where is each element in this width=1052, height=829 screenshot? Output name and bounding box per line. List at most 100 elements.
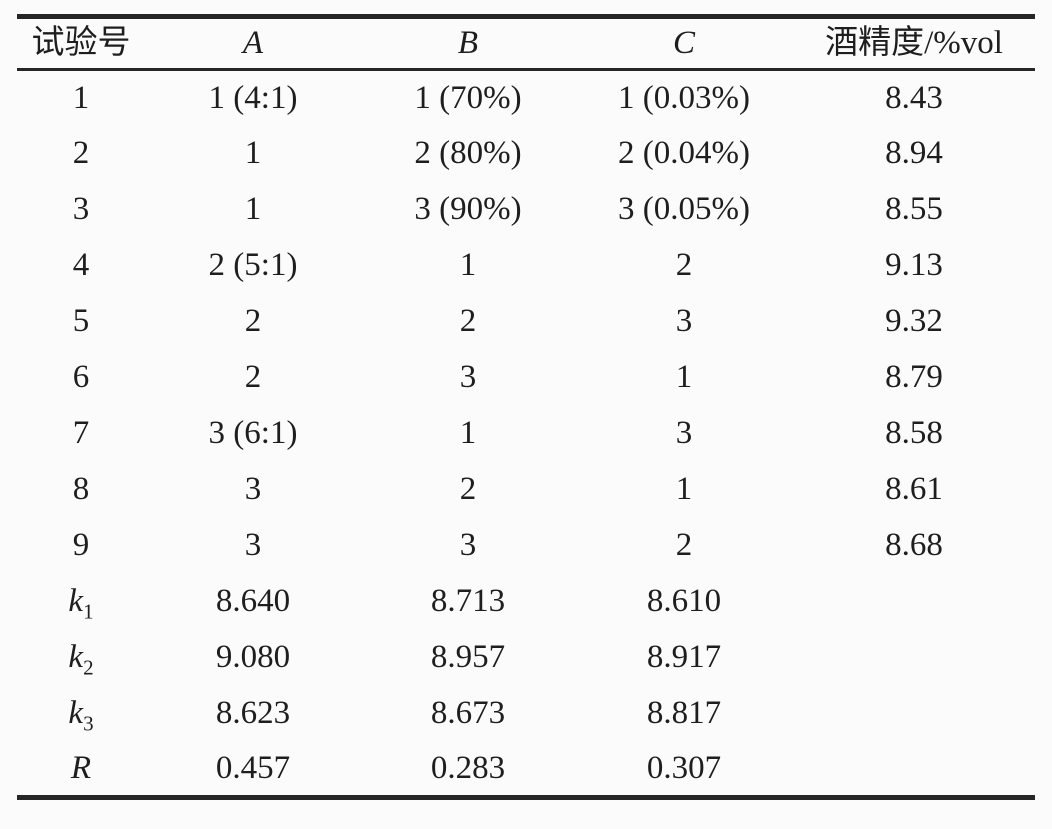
run-label-text: 1 [72, 79, 90, 116]
factor-b-value: 8.957 [430, 639, 506, 675]
cell-factor-c: 3 [575, 294, 793, 350]
table-row: 8 3 2 1 8.61 [17, 462, 1035, 518]
factor-b-value: 2 [459, 471, 477, 507]
table-row: k2 9.080 8.957 8.917 [17, 630, 1035, 686]
cell-factor-c: 2 (0.04%) [575, 126, 793, 182]
factor-c-value: 8.917 [646, 639, 722, 675]
run-label-text: 3 [72, 191, 90, 227]
factor-a-value: 1 [244, 191, 262, 227]
header-run-number: 试验号 [17, 17, 145, 70]
cell-alcohol-value [793, 574, 1035, 630]
header-alcohol-content-label: 酒精度/%vol [825, 25, 1003, 61]
header-factor-a: A [145, 17, 361, 70]
table-header: 试验号 A B C 酒精度/%vol [17, 17, 1035, 70]
factor-b-value: 0.283 [430, 749, 506, 786]
factor-a-value: 3 [244, 471, 262, 507]
cell-alcohol-value: 9.13 [793, 238, 1035, 294]
cell-factor-b: 3 [361, 350, 575, 406]
factor-c-value: 1 [675, 359, 693, 395]
factor-c-value: 2 [675, 247, 693, 283]
cell-factor-a: 2 (5:1) [145, 238, 361, 294]
cell-run-label: 1 [17, 70, 145, 126]
factor-b-value: 1 [459, 247, 477, 283]
factor-a-value: 0.457 [215, 749, 291, 786]
table-row: 4 2 (5:1) 1 2 9.13 [17, 238, 1035, 294]
cell-factor-c: 0.307 [575, 742, 793, 798]
table-row: k1 8.640 8.713 8.610 [17, 574, 1035, 630]
cell-alcohol-value [793, 686, 1035, 742]
factor-b-value: 2 [459, 303, 477, 339]
cell-factor-c: 1 [575, 462, 793, 518]
cell-factor-b: 8.957 [361, 630, 575, 686]
cell-factor-b: 8.673 [361, 686, 575, 742]
header-factor-a-label: A [242, 25, 264, 61]
alcohol-value: 8.55 [885, 191, 943, 227]
table-row: 9 3 3 2 8.68 [17, 518, 1035, 574]
table-row: 3 1 3 (90%) 3 (0.05%) 8.55 [17, 182, 1035, 238]
cell-run-label: k3 [17, 686, 145, 742]
alcohol-value: 8.43 [885, 79, 943, 116]
header-alcohol-content: 酒精度/%vol [793, 17, 1035, 70]
cell-run-label: k1 [17, 574, 145, 630]
cell-factor-b: 2 (80%) [361, 126, 575, 182]
alcohol-value: 9.13 [885, 247, 943, 283]
factor-a-value: 3 (6:1) [208, 415, 298, 451]
table-header-row: 试验号 A B C 酒精度/%vol [17, 17, 1035, 70]
factor-a-value: 8.623 [215, 695, 291, 731]
cell-factor-a: 2 [145, 294, 361, 350]
cell-run-label: 8 [17, 462, 145, 518]
alcohol-value: 8.94 [885, 135, 943, 171]
cell-run-label: 4 [17, 238, 145, 294]
alcohol-value: 9.32 [885, 303, 943, 339]
factor-b-value: 1 (70%) [414, 79, 522, 116]
factor-b-value: 8.713 [430, 583, 506, 619]
header-factor-c-label: C [672, 25, 695, 61]
cell-factor-c: 3 (0.05%) [575, 182, 793, 238]
cell-factor-c: 2 [575, 238, 793, 294]
cell-run-label: 6 [17, 350, 145, 406]
factor-c-value: 1 [675, 471, 693, 507]
cell-factor-a: 8.640 [145, 574, 361, 630]
run-label-text: 2 [72, 135, 90, 171]
factor-b-value: 3 [459, 359, 477, 395]
run-label-subscript: 1 [83, 599, 94, 624]
run-label-text: 9 [72, 527, 90, 563]
cell-alcohol-value: 8.43 [793, 70, 1035, 126]
table-row: k3 8.623 8.673 8.817 [17, 686, 1035, 742]
factor-b-value: 8.673 [430, 695, 506, 731]
cell-factor-c: 1 (0.03%) [575, 70, 793, 126]
cell-alcohol-value: 8.94 [793, 126, 1035, 182]
run-label-text: 5 [72, 303, 90, 339]
cell-run-label: k2 [17, 630, 145, 686]
run-label-text: 8 [72, 471, 90, 507]
cell-run-label: R [17, 742, 145, 798]
table-body: 1 1 (4:1) 1 (70%) 1 (0.03%) 8.43 2 1 2 (… [17, 70, 1035, 798]
cell-factor-a: 1 [145, 126, 361, 182]
table-row: 1 1 (4:1) 1 (70%) 1 (0.03%) 8.43 [17, 70, 1035, 126]
factor-a-value: 1 (4:1) [208, 79, 298, 116]
cell-factor-b: 3 [361, 518, 575, 574]
cell-run-label: 2 [17, 126, 145, 182]
cell-run-label: 9 [17, 518, 145, 574]
run-label-text: 7 [72, 415, 90, 451]
cell-factor-a: 3 [145, 518, 361, 574]
factor-c-value: 1 (0.03%) [618, 79, 750, 116]
header-run-number-label: 试验号 [31, 25, 131, 61]
cell-alcohol-value [793, 630, 1035, 686]
factor-a-value: 2 [244, 303, 262, 339]
factor-c-value: 8.610 [646, 583, 722, 619]
cell-factor-b: 2 [361, 462, 575, 518]
cell-factor-c: 8.917 [575, 630, 793, 686]
alcohol-value: 8.79 [885, 359, 943, 395]
cell-alcohol-value [793, 742, 1035, 798]
run-label-subscript: 2 [83, 655, 94, 680]
alcohol-value: 8.61 [885, 471, 943, 507]
run-label-text: R [70, 749, 92, 786]
paper-page: 试验号 A B C 酒精度/%vol 1 1 (4:1) 1 (70%) 1 (… [17, 14, 1035, 800]
cell-alcohol-value: 8.58 [793, 406, 1035, 462]
cell-factor-c: 8.817 [575, 686, 793, 742]
table-row: 5 2 2 3 9.32 [17, 294, 1035, 350]
cell-factor-b: 1 [361, 406, 575, 462]
cell-factor-a: 3 [145, 462, 361, 518]
cell-alcohol-value: 8.79 [793, 350, 1035, 406]
